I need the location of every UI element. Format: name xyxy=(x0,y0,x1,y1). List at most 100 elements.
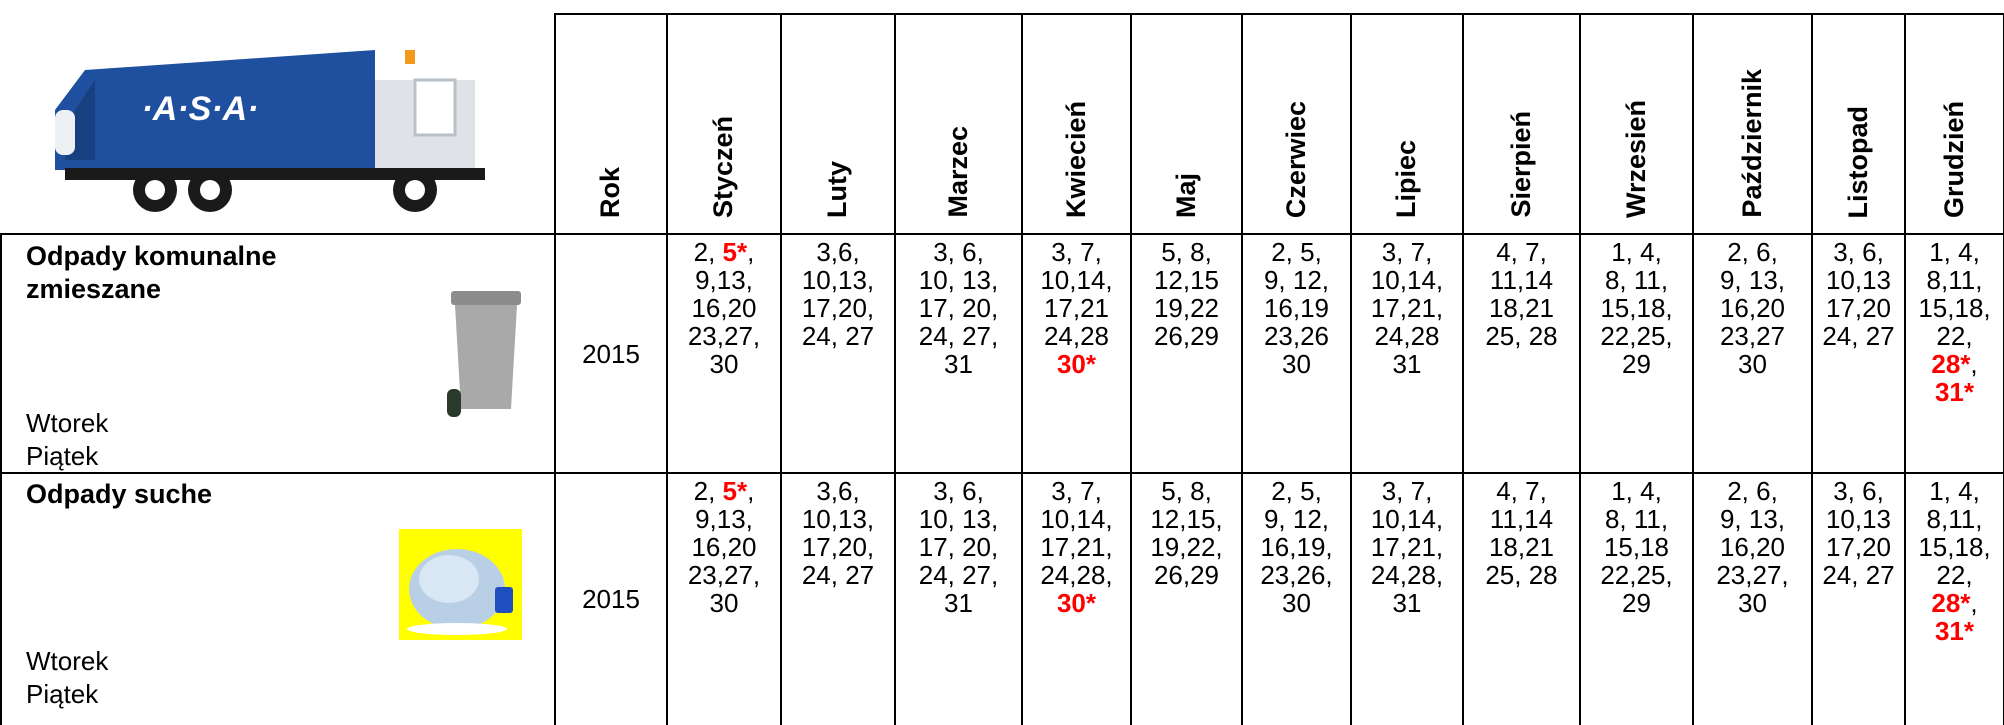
date-text: 9, 13, xyxy=(1720,504,1785,534)
day-label: Piątek xyxy=(26,679,98,710)
date-text: 10, 13, xyxy=(919,504,999,534)
date-line: 12,15 xyxy=(1131,266,1242,294)
column-header: Kwiecień xyxy=(1061,101,1092,218)
date-text: 10,13, xyxy=(802,265,874,295)
date-cell: 3, 6,10, 13,17, 20,24, 27,31 xyxy=(895,238,1022,378)
date-line: 8, 11, xyxy=(1580,266,1693,294)
date-line: 23,27, xyxy=(667,561,781,589)
date-cell: 3, 7,10,14,17,21,24,28,31 xyxy=(1351,477,1463,617)
date-line: 16,20 xyxy=(1693,294,1812,322)
date-text: 23,27, xyxy=(1716,560,1788,590)
date-line: 1, 4, xyxy=(1580,238,1693,266)
date-line: 10,14, xyxy=(1351,266,1463,294)
date-text: 23,26 xyxy=(1264,321,1329,351)
date-text: 30 xyxy=(710,588,739,618)
date-cell: 3, 6,10, 13,17, 20,24, 27,31 xyxy=(895,477,1022,617)
date-line: 23,27, xyxy=(1693,561,1812,589)
date-cell: 3, 7,10,14,17,21,24,2831 xyxy=(1351,238,1463,378)
date-line: 17,20 xyxy=(1812,294,1905,322)
date-line: 18,21 xyxy=(1463,533,1580,561)
date-text: 17, 20, xyxy=(919,532,999,562)
date-line: 2, 5, xyxy=(1242,238,1351,266)
date-text: 10,13, xyxy=(802,504,874,534)
date-text: 17, 20, xyxy=(919,293,999,323)
date-text: 2, 6, xyxy=(1727,476,1778,506)
date-line: 1, 4, xyxy=(1905,238,2004,266)
date-text: 3, 7, xyxy=(1051,237,1102,267)
date-text: 30 xyxy=(1282,588,1311,618)
column-header: Grudzień xyxy=(1939,101,1970,218)
date-line: 22,25, xyxy=(1580,322,1693,350)
date-text: 19,22, xyxy=(1150,532,1222,562)
truck-logo: ·A·S·A· xyxy=(45,40,485,225)
date-line: 17,20, xyxy=(781,294,895,322)
date-text: 18,21 xyxy=(1489,293,1554,323)
date-text: 24, 27 xyxy=(1822,321,1894,351)
date-text: 17,21, xyxy=(1371,293,1443,323)
date-cell: 2, 6,9, 13,16,2023,2730 xyxy=(1693,238,1812,378)
date-text: 17,20 xyxy=(1826,293,1891,323)
date-text: 2, 5, xyxy=(1271,237,1322,267)
date-text: 24, 27, xyxy=(919,321,999,351)
date-line: 26,29 xyxy=(1131,322,1242,350)
date-line: 19,22, xyxy=(1131,533,1242,561)
date-line: 3, 7, xyxy=(1022,238,1131,266)
date-text: 9, 12, xyxy=(1264,504,1329,534)
column-header: Marzec xyxy=(943,126,974,218)
date-text: 17,21 xyxy=(1044,293,1109,323)
date-text: 30* xyxy=(1057,588,1096,618)
date-line: 24, 27, xyxy=(895,322,1022,350)
date-text: 5, 8, xyxy=(1161,476,1212,506)
date-line: 2, 5*, xyxy=(667,477,781,505)
column-header: Czerwiec xyxy=(1281,101,1312,218)
date-text: 3, 6, xyxy=(933,237,984,267)
date-line: 24, 27 xyxy=(1812,322,1905,350)
date-cell: 5, 8,12,15,19,22,26,29 xyxy=(1131,477,1242,589)
date-line: 22, xyxy=(1905,322,2004,350)
column-header: Maj xyxy=(1171,173,1202,218)
date-text: 10, 13, xyxy=(919,265,999,295)
page: ·A·S·A· (() => { const data = JSON.parse… xyxy=(0,0,2004,725)
column-header: Sierpień xyxy=(1506,111,1537,218)
date-line: 3,6, xyxy=(781,238,895,266)
date-text: 23,27 xyxy=(1720,321,1785,351)
date-line: 30* xyxy=(1022,589,1131,617)
date-text: 2, 5, xyxy=(1271,476,1322,506)
date-line: 2, 5, xyxy=(1242,477,1351,505)
date-text: 29 xyxy=(1622,349,1651,379)
date-line: 23,26, xyxy=(1242,561,1351,589)
date-line: 16,19 xyxy=(1242,294,1351,322)
date-text: 3,6, xyxy=(816,476,859,506)
date-line: 16,20 xyxy=(667,294,781,322)
bin-icon xyxy=(447,291,525,419)
date-text: , xyxy=(747,476,754,506)
date-line: 8,11, xyxy=(1905,266,2004,294)
date-line: 10,14, xyxy=(1351,505,1463,533)
date-line: 15,18, xyxy=(1905,533,2004,561)
date-text: 30 xyxy=(1738,349,1767,379)
date-cell: 2, 5*,9,13,16,2023,27,30 xyxy=(667,477,781,617)
date-text: 8, 11, xyxy=(1605,265,1668,295)
date-text: 23,27, xyxy=(688,560,760,590)
date-cell: 2, 6,9, 13,16,2023,27,30 xyxy=(1693,477,1812,617)
date-line: 25, 28 xyxy=(1463,322,1580,350)
date-line: 24,28 xyxy=(1022,322,1131,350)
date-text: 10,14, xyxy=(1371,265,1443,295)
date-text: 30* xyxy=(1057,349,1096,379)
date-text: 15,18, xyxy=(1918,532,1990,562)
date-text: 24, 27, xyxy=(919,560,999,590)
date-line: 10,13 xyxy=(1812,266,1905,294)
day-label: Wtorek xyxy=(26,408,108,439)
date-line: 29 xyxy=(1580,589,1693,617)
date-text: 12,15, xyxy=(1150,504,1222,534)
date-text: 17,21, xyxy=(1040,532,1112,562)
grid-line xyxy=(0,233,2004,235)
date-text: 4, 7, xyxy=(1496,476,1547,506)
date-line: 11,14 xyxy=(1463,505,1580,533)
date-line: 24, 27 xyxy=(781,561,895,589)
date-text: 26,29 xyxy=(1154,560,1219,590)
date-line: 31 xyxy=(1351,350,1463,378)
date-text: 8, 11, xyxy=(1605,504,1668,534)
date-text: 29 xyxy=(1622,588,1651,618)
date-line: 18,21 xyxy=(1463,294,1580,322)
